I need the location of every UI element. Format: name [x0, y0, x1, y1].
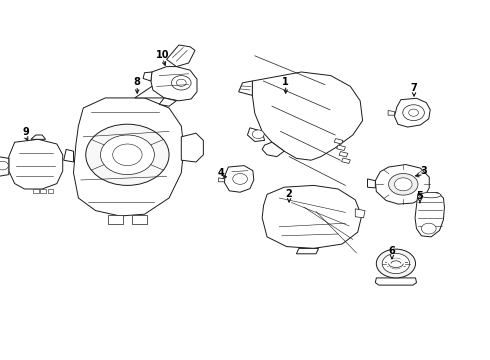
Polygon shape: [375, 278, 416, 285]
Polygon shape: [167, 45, 195, 67]
Polygon shape: [181, 133, 203, 162]
Circle shape: [421, 223, 436, 234]
Circle shape: [389, 174, 418, 195]
Polygon shape: [247, 128, 265, 141]
Polygon shape: [9, 139, 63, 189]
Ellipse shape: [387, 258, 405, 269]
Text: 4: 4: [217, 168, 224, 178]
Polygon shape: [219, 178, 224, 182]
Text: 5: 5: [416, 191, 423, 201]
Text: 1: 1: [282, 77, 289, 87]
Circle shape: [376, 249, 416, 278]
Polygon shape: [375, 165, 429, 204]
Polygon shape: [108, 215, 122, 224]
Circle shape: [113, 144, 142, 166]
Text: 7: 7: [411, 83, 417, 93]
Circle shape: [382, 253, 410, 274]
Polygon shape: [342, 158, 350, 163]
Circle shape: [389, 258, 403, 269]
Polygon shape: [262, 142, 284, 157]
Polygon shape: [132, 215, 147, 224]
Circle shape: [100, 135, 154, 175]
Polygon shape: [31, 135, 46, 139]
Polygon shape: [334, 139, 343, 144]
Circle shape: [233, 174, 247, 184]
Polygon shape: [339, 152, 348, 157]
Ellipse shape: [420, 192, 441, 198]
Polygon shape: [40, 189, 46, 193]
Polygon shape: [394, 98, 430, 127]
Polygon shape: [368, 179, 375, 188]
Text: 8: 8: [134, 77, 141, 87]
Circle shape: [172, 76, 191, 90]
Polygon shape: [388, 111, 394, 115]
Text: 3: 3: [420, 166, 427, 176]
Polygon shape: [143, 72, 152, 81]
Polygon shape: [0, 157, 9, 176]
Text: 10: 10: [156, 50, 170, 60]
Circle shape: [0, 161, 8, 170]
Text: 6: 6: [389, 246, 395, 256]
Text: 2: 2: [286, 189, 293, 199]
Polygon shape: [159, 98, 176, 106]
Polygon shape: [74, 98, 184, 216]
Polygon shape: [135, 86, 171, 98]
Circle shape: [176, 79, 186, 86]
Polygon shape: [64, 149, 74, 162]
Polygon shape: [262, 185, 362, 248]
Polygon shape: [252, 72, 363, 160]
Text: 9: 9: [22, 127, 29, 137]
Polygon shape: [337, 145, 345, 150]
Circle shape: [86, 124, 169, 185]
Polygon shape: [415, 193, 444, 237]
Polygon shape: [224, 166, 254, 192]
Polygon shape: [239, 81, 252, 95]
Circle shape: [403, 105, 424, 121]
Polygon shape: [151, 67, 197, 101]
Circle shape: [409, 109, 418, 116]
Circle shape: [394, 178, 412, 191]
Polygon shape: [296, 248, 318, 254]
Polygon shape: [355, 209, 365, 218]
Circle shape: [252, 130, 264, 139]
Polygon shape: [48, 189, 53, 193]
Polygon shape: [33, 189, 39, 193]
